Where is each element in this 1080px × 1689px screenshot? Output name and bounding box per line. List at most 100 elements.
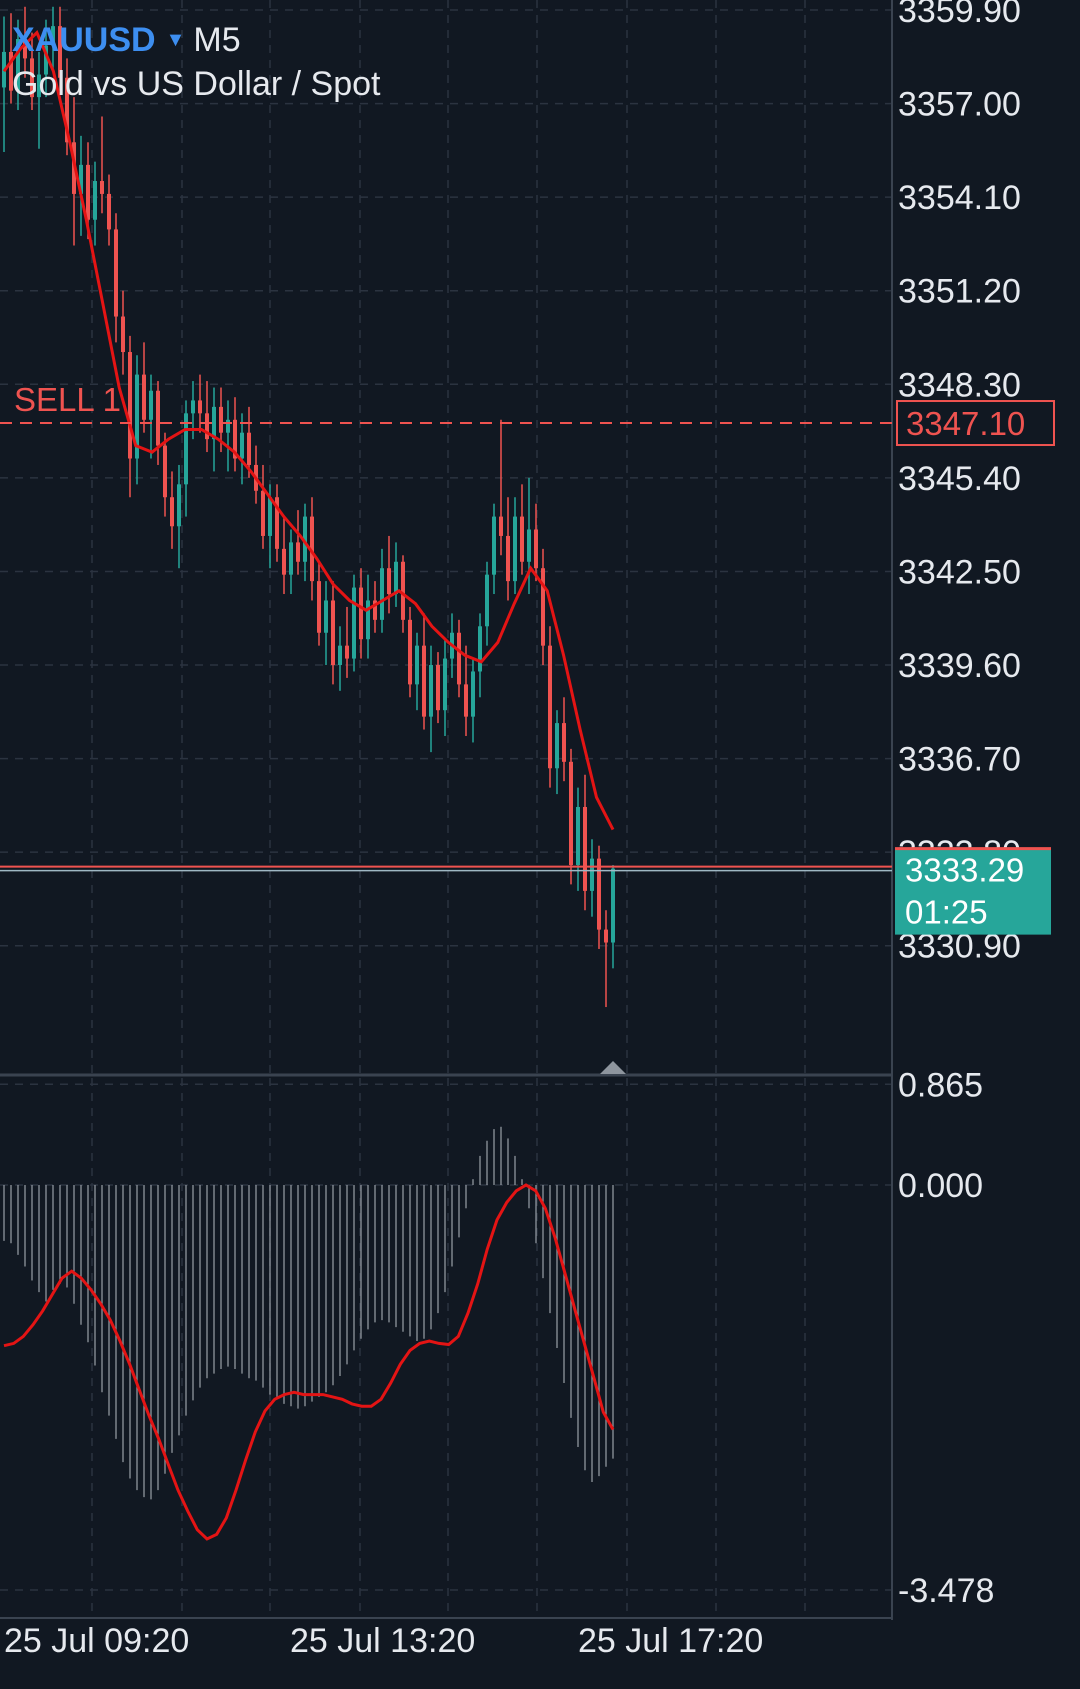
- candle-body: [79, 164, 83, 194]
- sell-price-label: 3347.10: [906, 405, 1025, 442]
- candlestick-series: [2, 6, 615, 1008]
- candle-body: [128, 352, 132, 459]
- candle-body: [597, 858, 601, 930]
- candle-body: [163, 445, 167, 498]
- candle-body: [198, 400, 202, 414]
- candle-body: [240, 432, 244, 459]
- candle-body: [331, 600, 335, 666]
- candle-body: [289, 542, 293, 575]
- candle-body: [324, 600, 328, 633]
- candle-body: [303, 516, 307, 562]
- candle-body: [576, 806, 580, 866]
- candle-body: [86, 164, 90, 220]
- candle-body: [478, 626, 482, 672]
- candle-body: [590, 858, 594, 891]
- candle-body: [275, 497, 279, 549]
- symbol-name[interactable]: XAUUSD: [12, 21, 156, 59]
- price-tick-label: 3359.90: [898, 0, 1021, 30]
- candle-body: [464, 684, 468, 717]
- candle-body: [415, 645, 419, 685]
- candle-body: [93, 181, 97, 220]
- price-tick-label: 3348.30: [898, 366, 1021, 404]
- oscillator-histogram: [3, 1126, 614, 1500]
- price-tick-label: 3345.40: [898, 460, 1021, 498]
- candle-body: [359, 587, 363, 640]
- price-tick-label: 3357.00: [898, 86, 1021, 124]
- candle-body: [436, 665, 440, 711]
- candle-body: [121, 316, 125, 353]
- candle-body: [604, 929, 608, 943]
- time-tick-label: 25 Jul 09:20: [4, 1622, 189, 1660]
- candle-body: [548, 645, 552, 769]
- candle-body: [366, 600, 370, 640]
- oscillator-signal-line: [3, 1183, 615, 1541]
- candle-body: [282, 548, 286, 575]
- latest-bar-marker-icon[interactable]: [600, 1061, 626, 1074]
- candle-body: [170, 497, 174, 527]
- candle-body: [205, 413, 209, 440]
- candle-body: [429, 665, 433, 717]
- candle-body: [16, 39, 20, 91]
- symbol-row[interactable]: XAUUSD ▼ M5: [12, 18, 380, 62]
- candle-body: [233, 419, 237, 459]
- candle-body: [534, 529, 538, 569]
- candle-body: [184, 413, 188, 485]
- candle-body: [44, 45, 48, 75]
- candle-body: [51, 26, 55, 46]
- candle-body: [212, 406, 216, 440]
- candle-body: [555, 723, 559, 769]
- timeframe-selector[interactable]: M5: [193, 21, 241, 59]
- chart-header: XAUUSD ▼ M5 Gold vs US Dollar / Spot: [12, 18, 380, 106]
- candle-body: [443, 658, 447, 711]
- candle-body: [100, 181, 104, 194]
- candle-body: [527, 529, 531, 562]
- candle-body: [219, 406, 223, 433]
- candle-body: [177, 484, 181, 527]
- candle-body: [226, 419, 230, 433]
- symbol-description: Gold vs US Dollar / Spot: [12, 65, 381, 103]
- candle-body: [457, 632, 461, 685]
- candle-body: [317, 581, 321, 633]
- symbol-dropdown-icon[interactable]: ▼: [165, 29, 186, 51]
- candle-body: [23, 39, 27, 59]
- time-axis[interactable]: 25 Jul 09:20 25 Jul 13:20 25 Jul 17:20: [4, 1622, 763, 1660]
- moving-average-line: [2, 29, 615, 831]
- candle-body: [513, 516, 517, 582]
- price-tick-label: 3351.20: [898, 273, 1021, 311]
- candle-body: [156, 390, 160, 446]
- candle-body: [401, 561, 405, 620]
- candle-body: [485, 574, 489, 627]
- candle-body: [310, 516, 314, 582]
- candle-body: [394, 561, 398, 595]
- candle-body: [380, 568, 384, 620]
- candle-body: [135, 374, 139, 459]
- candle-body: [107, 193, 111, 230]
- candle-body: [422, 645, 426, 717]
- candle-body: [373, 600, 377, 620]
- candle-body: [569, 761, 573, 866]
- candle-body: [58, 26, 62, 78]
- candle-body: [387, 568, 391, 595]
- price-tick-label: 3339.60: [898, 647, 1021, 685]
- price-tick-label: 3336.70: [898, 741, 1021, 779]
- candle-body: [296, 542, 300, 562]
- candle-body: [338, 645, 342, 666]
- time-tick-label: 25 Jul 17:20: [578, 1622, 763, 1660]
- candle-body: [345, 645, 349, 659]
- sell-price-box: [896, 400, 1055, 447]
- candle-body: [114, 229, 118, 317]
- sell-order-label[interactable]: SELL 1: [14, 381, 121, 418]
- time-tick-label: 25 Jul 13:20: [290, 1622, 475, 1660]
- bar-countdown: 01:25: [905, 894, 988, 931]
- candle-body: [611, 868, 615, 943]
- candle-body: [261, 490, 265, 536]
- candle-body: [30, 58, 34, 98]
- candle-body: [37, 74, 41, 98]
- candle-body: [191, 400, 195, 414]
- candle-body: [9, 51, 13, 91]
- candle-body: [142, 374, 146, 420]
- candle-body: [247, 432, 251, 465]
- candle-body: [520, 516, 524, 562]
- current-price-label: 3333.29: [905, 852, 1024, 889]
